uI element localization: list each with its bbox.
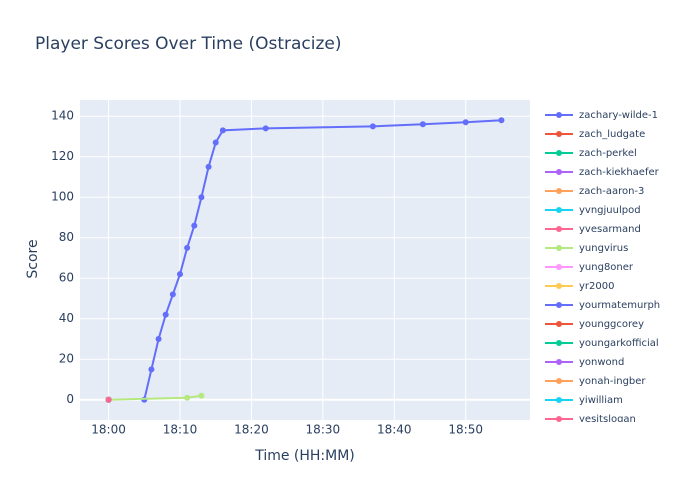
legend-marker <box>556 131 562 137</box>
data-point <box>177 271 183 278</box>
x-tick-label: 18:50 <box>448 423 483 437</box>
legend-label[interactable]: yonah-ingber <box>579 376 646 387</box>
legend-label[interactable]: zachary-wilde-1 <box>579 110 658 121</box>
data-point <box>169 291 176 298</box>
legend-label[interactable]: younggcorey <box>579 319 644 330</box>
data-point <box>262 125 269 132</box>
x-tick-label: 18:40 <box>377 423 412 437</box>
data-point <box>369 123 376 130</box>
y-axis-title: Score <box>25 239 41 278</box>
y-tick-label: 40 <box>59 311 74 325</box>
data-point <box>184 394 191 401</box>
legend-label[interactable]: yonwond <box>579 357 624 368</box>
y-tick-label: 120 <box>51 149 74 163</box>
x-tick-label: 18:10 <box>163 423 198 437</box>
y-tick-label: 20 <box>59 352 74 366</box>
x-tick-label: 18:30 <box>306 423 341 437</box>
data-point <box>198 194 205 201</box>
x-tick-label: 18:20 <box>234 423 269 437</box>
legend-label[interactable]: youngarkofficial <box>579 338 659 349</box>
legend-label[interactable]: yesitslogan <box>579 414 636 425</box>
legend-marker <box>556 226 562 232</box>
legend-label[interactable]: zach_ludgate <box>579 129 645 140</box>
legend-marker <box>556 340 562 346</box>
legend-marker <box>556 207 562 213</box>
legend-label[interactable]: yvesarmand <box>579 224 641 235</box>
legend-marker <box>556 169 562 175</box>
data-point <box>162 311 169 318</box>
y-tick-label: 100 <box>51 190 74 204</box>
legend-marker <box>556 378 562 384</box>
legend-marker <box>556 359 562 365</box>
data-point <box>219 127 226 134</box>
data-point <box>212 139 219 146</box>
y-tick-label: 60 <box>59 271 74 285</box>
legend-label[interactable]: zach-perkel <box>579 148 637 159</box>
legend-marker <box>556 283 562 289</box>
legend-label[interactable]: yr2000 <box>579 281 614 292</box>
legend-marker <box>556 416 562 422</box>
legend-label[interactable]: yourmatemurph <box>579 300 660 311</box>
legend-label[interactable]: yung8oner <box>579 262 634 273</box>
x-axis-title: Time (HH:MM) <box>254 448 355 464</box>
data-point <box>419 121 426 128</box>
legend-marker <box>556 188 562 194</box>
legend-marker <box>556 321 562 327</box>
data-point <box>148 366 155 373</box>
plot-area <box>80 100 530 420</box>
data-point <box>198 392 205 399</box>
data-point <box>184 244 191 251</box>
legend-marker <box>556 302 562 308</box>
data-point <box>462 119 469 126</box>
y-tick-label: 140 <box>51 109 74 123</box>
legend-marker <box>556 245 562 251</box>
y-tick-label: 0 <box>66 392 74 406</box>
legend-label[interactable]: zach-aaron-3 <box>579 186 644 197</box>
legend-marker <box>556 112 562 118</box>
data-point <box>205 163 212 170</box>
legend-marker <box>556 264 562 270</box>
x-tick-label: 18:00 <box>91 423 126 437</box>
y-tick-label: 80 <box>59 230 74 244</box>
legend-label[interactable]: zach-kiekhaefer <box>579 167 660 178</box>
data-point <box>155 335 162 342</box>
legend-marker <box>556 150 562 156</box>
data-point <box>191 222 198 229</box>
legend-label[interactable]: yungvirus <box>579 243 628 254</box>
data-point <box>498 117 505 124</box>
chart-title: Player Scores Over Time (Ostracize) <box>35 34 342 54</box>
legend-label[interactable]: yiwilliam <box>579 395 623 406</box>
legend-label[interactable]: yvngjuulpod <box>579 205 641 216</box>
legend-marker <box>556 397 562 403</box>
data-point <box>105 396 112 403</box>
